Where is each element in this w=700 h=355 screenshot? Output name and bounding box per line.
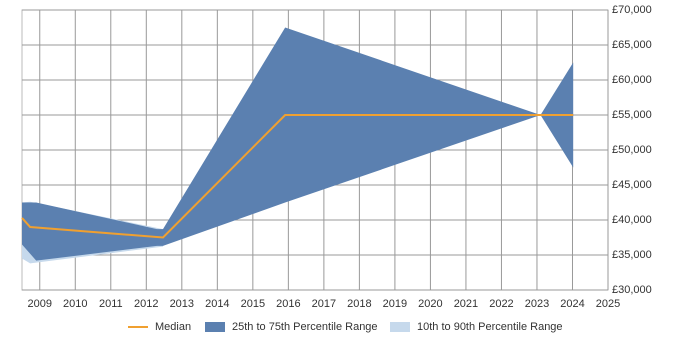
x-tick-label: 2009 bbox=[28, 298, 52, 310]
y-tick-label: £35,000 bbox=[612, 249, 652, 261]
legend-swatch bbox=[390, 322, 410, 332]
y-tick-label: £40,000 bbox=[612, 214, 652, 226]
x-tick-label: 2011 bbox=[99, 298, 123, 310]
x-tick-label: 2017 bbox=[312, 298, 336, 310]
x-tick-label: 2020 bbox=[418, 298, 442, 310]
x-tick-label: 2024 bbox=[560, 298, 584, 310]
x-tick-label: 2023 bbox=[525, 298, 549, 310]
x-tick-label: 2013 bbox=[170, 298, 194, 310]
x-tick-label: 2012 bbox=[134, 298, 158, 310]
median-line bbox=[21, 114, 574, 239]
y-tick-label: £45,000 bbox=[612, 179, 652, 191]
legend-swatch bbox=[205, 322, 225, 332]
x-tick-label: 2018 bbox=[347, 298, 371, 310]
x-tick-label: 2021 bbox=[454, 298, 478, 310]
x-tick-label: 2025 bbox=[596, 298, 620, 310]
y-tick-label: £70,000 bbox=[612, 4, 652, 16]
y-tick-label: £50,000 bbox=[612, 144, 652, 156]
y-tick-label: £30,000 bbox=[612, 284, 652, 296]
y-tick-label: £55,000 bbox=[612, 109, 652, 121]
y-tick-label: £65,000 bbox=[612, 39, 652, 51]
x-tick-label: 2019 bbox=[383, 298, 407, 310]
y-tick-label: £60,000 bbox=[612, 74, 652, 86]
x-tick-label: 2016 bbox=[276, 298, 300, 310]
x-tick-label: 2022 bbox=[489, 298, 513, 310]
x-tick-label: 2010 bbox=[63, 298, 87, 310]
legend-label: Median bbox=[155, 321, 191, 333]
x-tick-label: 2015 bbox=[241, 298, 265, 310]
legend-label: 10th to 90th Percentile Range bbox=[417, 321, 563, 333]
range-band bbox=[22, 27, 574, 261]
legend-label: 25th to 75th Percentile Range bbox=[232, 321, 378, 333]
x-tick-label: 2014 bbox=[205, 298, 229, 310]
